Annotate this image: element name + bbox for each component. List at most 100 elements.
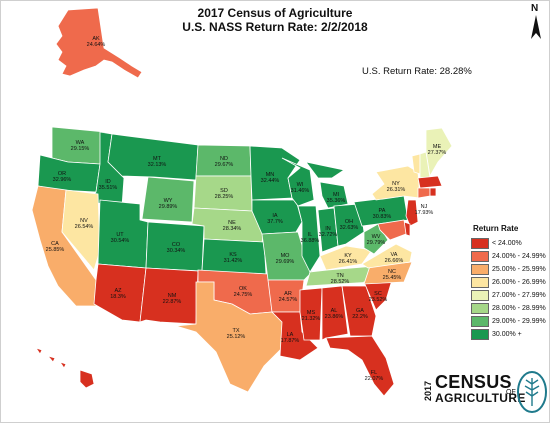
state-code-nv: NV [80,218,88,224]
state-rate-mi: 35.36% [327,198,346,204]
state-code-nc: NC [388,269,396,275]
state-code-nj: NJ [421,204,428,210]
state-code-in: IN [325,226,331,232]
state-ak [55,7,143,79]
state-code-mt: MT [153,156,162,162]
state-rate-sd: 28.25% [215,194,234,200]
legend-swatch [471,263,489,275]
state-code-tx: TX [232,328,239,334]
state-rate-oh: 32.63% [340,225,359,231]
state-code-id: ID [105,179,111,185]
north-arrow-icon: N [528,3,544,43]
state-code-ms: MS [307,310,316,316]
state-code-ok: OK [239,286,247,292]
state-rate-ok: 24.75% [234,292,253,298]
state-rate-co: 30.34% [167,248,186,254]
state-nj [405,199,419,227]
state-ga [341,285,377,337]
state-code-ny: NY [392,181,400,187]
state-code-nm: NM [168,293,177,299]
state-ma [417,175,443,189]
state-rate-ga: 22.2% [352,314,368,320]
logo-of: OF [506,389,516,396]
state-rate-ak: 24.64% [87,42,106,48]
state-rate-ms: 21.32% [302,316,321,322]
title-line-2: U.S. NASS Return Rate: 2/2/2018 [182,20,368,34]
agriculture-counts-seal-icon [517,371,547,413]
state-code-la: LA [287,332,294,338]
state-code-nd: ND [220,156,228,162]
state-rate-tn: 28.52% [331,279,350,285]
state-code-ca: CA [51,241,59,247]
logo-census: CENSUS [435,372,512,392]
legend-label: 29.00% - 29.99% [492,317,546,325]
legend-label: 24.00% - 24.99% [492,252,546,260]
state-rate-ks: 31.42% [224,258,243,264]
state-code-wv: WV [372,234,381,240]
state-code-wi: WI [297,182,304,188]
state-rate-wy: 29.89% [159,204,178,210]
state-code-ky: KY [344,253,352,259]
state-code-va: VA [391,252,398,258]
state-rate-nj: 17.93% [415,210,434,216]
state-fl [325,335,395,397]
state-va [361,243,413,269]
state-ri [429,187,437,197]
state-rate-tx: 25.12% [227,334,246,340]
state-rate-pa: 30.83% [373,214,392,220]
legend-swatch [471,328,489,340]
state-code-ar: AR [284,291,292,297]
state-ct [417,187,431,199]
logo-year: 2017 [423,381,433,402]
legend-swatch [471,276,489,288]
state-rate-wa: 29.15% [71,146,90,152]
legend-swatch [471,289,489,301]
legend-label: 30.00% + [492,330,522,338]
state-nv [61,189,101,271]
state-rate-nv: 26.54% [75,224,94,230]
state-rate-al: 23.86% [325,314,344,320]
state-rate-ia: 37.7% [267,219,283,225]
state-ny [371,165,421,201]
state-rate-sc: 23.52% [369,297,388,303]
state-code-fl: FL [371,370,377,376]
state-rate-nm: 22.87% [163,299,182,305]
state-mo [261,231,313,281]
state-code-or: OR [58,171,66,177]
state-code-oh: OH [345,219,353,225]
state-code-ak: AK [92,36,100,42]
legend-swatch [471,250,489,262]
state-code-az: AZ [114,288,122,294]
legend-item: 25.00% - 25.99% [471,263,549,275]
legend-item: < 24.00% [471,237,549,249]
legend-title: Return Rate [473,224,519,233]
legend-swatch [471,315,489,327]
state-rate-ky: 26.41% [339,259,358,265]
state-rate-mn: 32.44% [261,178,280,184]
legend-item: 26.00% - 26.99% [471,276,549,288]
state-rate-wi: 31.46% [291,188,310,194]
state-code-sc: SC [374,291,382,297]
state-code-al: AL [331,308,338,314]
title-line-1: 2017 Census of Agriculture [197,6,353,20]
legend-item: 28.00% - 28.99% [471,302,549,314]
state-code-ia: IA [272,213,278,219]
state-rate-la: 17.87% [281,338,300,344]
state-al [321,285,349,341]
legend-label: 27.00% - 27.99% [492,291,546,299]
state-rate-az: 18.3% [110,294,126,300]
legend-label: 28.00% - 28.99% [492,304,546,312]
state-code-wy: WY [164,198,173,204]
state-code-ut: UT [116,232,124,238]
state-code-sd: SD [220,188,228,194]
state-rate-me: 27.37% [428,150,447,156]
legend-swatch [471,302,489,314]
state-rate-fl: 22.07% [365,376,384,382]
state-code-mn: MN [266,172,275,178]
state-tx [175,281,285,393]
state-rate-nd: 29.67% [215,162,234,168]
state-rate-il: 36.88% [301,238,320,244]
state-rate-id: 35.51% [99,185,118,191]
state-rate-ar: 24.57% [279,297,298,303]
